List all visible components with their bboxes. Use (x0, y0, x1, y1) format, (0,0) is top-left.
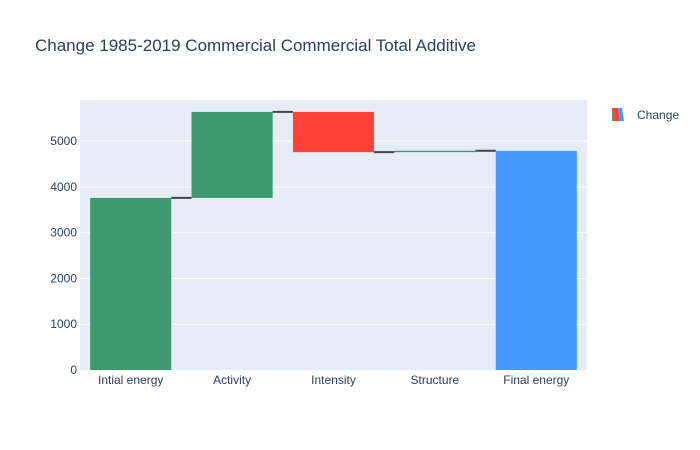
y-tick-label: 1000 (50, 317, 77, 331)
legend-swatch-decreasing (612, 108, 620, 121)
y-tick-label: 3000 (50, 226, 77, 240)
x-tick-label: Structure (411, 373, 460, 387)
legend-swatch-increasing (612, 108, 614, 121)
bar-activity[interactable] (191, 111, 273, 198)
bar-intensity[interactable] (292, 111, 375, 153)
y-tick-label: 4000 (50, 180, 77, 194)
legend-swatch-total (618, 108, 624, 121)
bar-intial-energy[interactable] (90, 197, 172, 370)
x-tick-label: Intensity (311, 373, 356, 387)
bar-final-energy[interactable] (495, 150, 577, 370)
x-tick-label: Activity (213, 373, 251, 387)
bars (90, 111, 577, 370)
x-axis-ticks: Intial energy Activity Intensity Structure F… (98, 373, 569, 387)
chart-title: Change 1985-2019 Commercial Commercial T… (35, 36, 476, 55)
bar-structure[interactable] (394, 150, 476, 153)
legend-label[interactable]: Change (637, 108, 679, 122)
legend[interactable]: Change (612, 108, 679, 122)
y-tick-label: 2000 (50, 271, 77, 285)
x-tick-label: Intial energy (98, 373, 163, 387)
y-tick-label: 0 (70, 363, 77, 377)
x-tick-label: Final energy (503, 373, 569, 387)
y-axis-ticks: 0 1000 2000 3000 4000 5000 (50, 134, 77, 377)
connectors (171, 110, 496, 199)
y-tick-label: 5000 (50, 134, 77, 148)
